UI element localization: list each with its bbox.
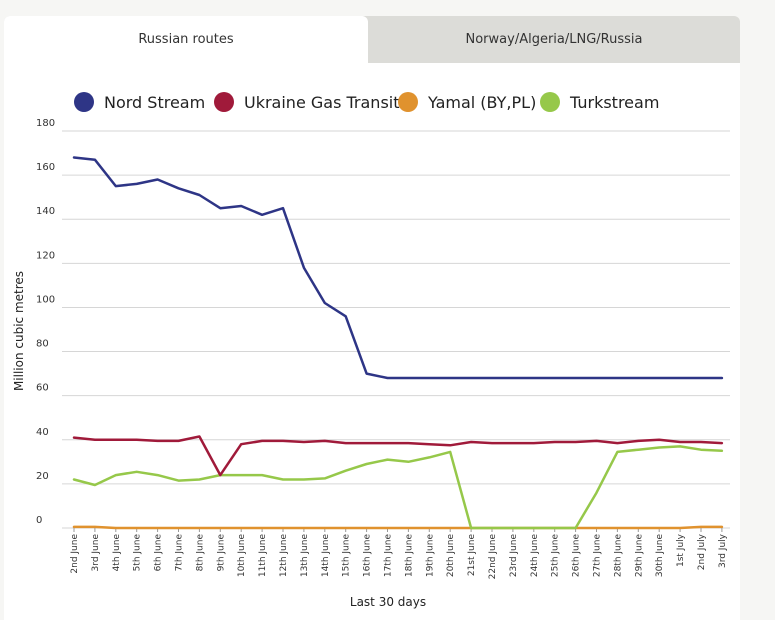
x-axis: 2nd June 3rd June 4th June 5th June 6th June… [70, 528, 728, 579]
x-tick-label: 14th June [321, 534, 331, 578]
legend-marker [398, 92, 418, 112]
y-axis-label: Million cubic metres [12, 271, 26, 391]
y-tick-label: 160 [36, 162, 55, 173]
y-tick-label: 180 [36, 118, 55, 129]
x-tick-label: 16th June [363, 534, 373, 578]
series-line-nord-stream [72, 156, 724, 380]
x-tick-label: 10th June [237, 534, 247, 578]
x-axis-label: Last 30 days [350, 595, 426, 609]
x-tick-label: 1st July [676, 533, 686, 567]
y-tick-label: 120 [36, 250, 55, 261]
tab-norway-algeria-lng-russia[interactable]: Norway/Algeria/LNG/Russia [465, 32, 643, 47]
y-tick-label: 100 [36, 294, 55, 305]
y-tick-label: 0 [36, 515, 42, 526]
x-tick-label: 25th June [551, 534, 561, 578]
x-tick-label: 12th June [279, 534, 289, 578]
x-tick-label: 21st June [467, 534, 477, 577]
chart-series [72, 156, 724, 530]
tab-russian-routes[interactable]: Russian routes [4, 16, 368, 63]
legend-label: Turkstream [569, 93, 659, 112]
y-tick-label: 80 [36, 339, 49, 350]
x-tick-label: 29th June [634, 534, 644, 578]
series-line-ukraine-gas-transit [72, 435, 724, 477]
x-tick-label: 2nd July [697, 533, 707, 570]
x-tick-label: 3rd June [91, 534, 101, 572]
series-line-turkstream [72, 445, 724, 530]
x-tick-label: 2nd June [70, 534, 80, 574]
line-chart: Nord Stream Ukraine Gas Transit Yamal (BY,… [12, 92, 730, 609]
x-tick-label: 7th June [175, 534, 185, 572]
legend-label: Yamal (BY,PL) [427, 93, 536, 112]
x-tick-label: 28th June [613, 534, 623, 578]
x-tick-label: 22nd June [488, 534, 498, 580]
y-tick-label: 60 [36, 383, 49, 394]
x-tick-label: 9th June [216, 534, 226, 572]
x-tick-label: 24th June [530, 534, 540, 578]
x-tick-label: 3rd July [718, 533, 728, 568]
x-tick-label: 4th June [112, 534, 122, 572]
x-tick-label: 15th June [342, 534, 352, 578]
x-tick-label: 18th June [404, 534, 414, 578]
chart-grid [62, 130, 730, 529]
legend-label: Nord Stream [104, 93, 205, 112]
x-tick-label: 30th June [655, 534, 665, 578]
legend-marker [540, 92, 560, 112]
x-tick-label: 26th June [572, 534, 582, 578]
y-axis: 0 20 40 60 80 100 120 140 160 180 [36, 118, 55, 526]
x-tick-label: 8th June [195, 534, 205, 572]
x-tick-label: 13th June [300, 534, 310, 578]
y-tick-label: 20 [36, 471, 49, 482]
legend-label: Ukraine Gas Transit [244, 93, 400, 112]
y-tick-label: 40 [36, 427, 49, 438]
legend-marker [214, 92, 234, 112]
x-tick-label: 6th June [154, 534, 164, 572]
x-tick-label: 27th June [593, 534, 603, 578]
y-tick-label: 140 [36, 206, 55, 217]
x-tick-label: 5th June [133, 534, 143, 572]
x-tick-label: 11th June [258, 534, 268, 578]
chart-panel: Nord Stream Ukraine Gas Transit Yamal (BY,… [4, 63, 740, 620]
x-tick-label: 23rd June [509, 534, 519, 578]
route-tabs: Russian routes Norway/Algeria/LNG/Russia [4, 16, 740, 63]
x-tick-label: 19th June [425, 534, 435, 578]
x-tick-label: 17th June [384, 534, 394, 578]
x-tick-label: 20th June [446, 534, 456, 578]
series-line-yamal-by-pl- [72, 525, 724, 530]
chart-legend: Nord Stream Ukraine Gas Transit Yamal (BY,… [74, 92, 659, 112]
legend-marker [74, 92, 94, 112]
